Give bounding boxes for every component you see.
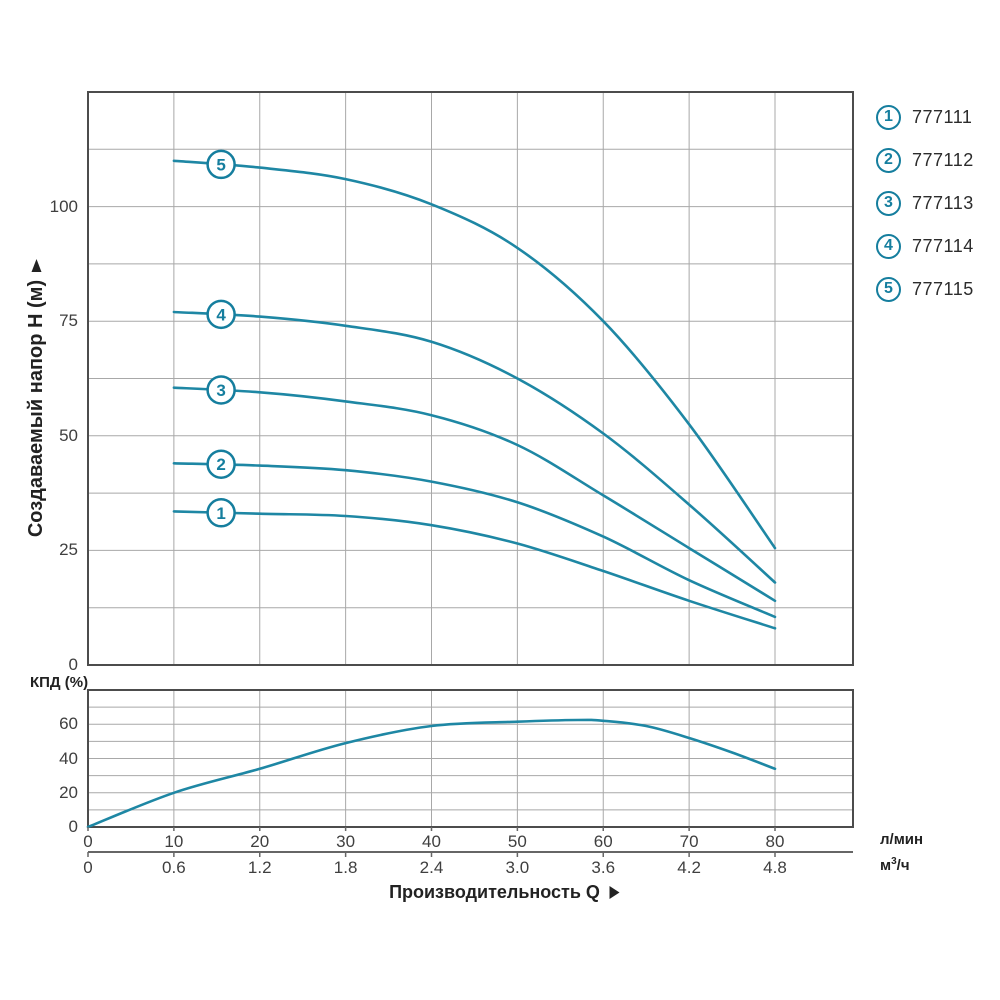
eff-chart-frame [87,689,854,828]
legend: 1 777111 2 777112 3 777113 4 777114 5 77… [876,102,974,317]
legend-item: 2 777112 [876,145,974,175]
head-y-tick-0: 0 [68,655,78,674]
legend-item: 4 777114 [876,231,974,261]
lmin-tick-80: 80 [765,832,785,851]
right-arrow-icon [609,886,620,899]
flow-unit-m3h: м3/ч [880,856,910,874]
legend-model-777115: 777115 [912,278,974,299]
curve-badge-1 [206,498,236,528]
head-chart-frame [87,91,854,666]
curve-badge-2 [206,449,236,479]
curve-777114 [172,310,777,584]
curve-badge-5 [206,149,236,180]
lmin-tick-60: 60 [593,832,613,851]
curve-badge-number-5: 5 [216,155,225,174]
lmin-tick-40: 40 [422,832,441,851]
legend-badge-2: 2 [876,147,901,173]
up-arrow-icon [31,258,41,272]
curve-777111 [172,510,777,630]
curve-777113 [172,386,777,603]
curve-777115 [172,159,777,550]
legend-badge-5: 5 [876,276,901,302]
head-y-tick-75: 75 [59,311,78,331]
legend-badge-1: 1 [876,104,901,130]
efficiency-axis-label: КПД (%) [30,674,89,691]
lmin-tick-0: 0 [83,832,93,851]
legend-model-777111: 777111 [912,106,973,127]
curve-badge-number-3: 3 [216,381,225,400]
m3h-tick-3.6: 3.6 [591,858,616,877]
curve-badge-number-1: 1 [216,504,225,523]
lmin-tick-70: 70 [679,832,699,851]
curve-badge-3 [206,375,236,405]
lmin-tick-20: 20 [250,832,270,851]
head-y-tick-100: 100 [49,196,78,216]
eff-y-tick-40: 40 [59,748,78,768]
y-axis-title-group: Создаваемый напор H (м) [22,218,50,578]
lmin-tick-10: 10 [164,832,184,851]
m3h-tick-1.8: 1.8 [333,858,358,877]
m3h-tick-0: 0 [83,858,93,877]
m3h-tick-0.6: 0.6 [162,858,186,877]
legend-item: 1 777111 [876,102,974,132]
lmin-tick-50: 50 [507,832,527,851]
curve-badge-number-2: 2 [216,455,225,474]
legend-model-777112: 777112 [912,149,974,170]
curve-badge-4 [206,299,236,330]
x-axis-title-group: Производительность Q [0,882,1000,903]
curve-777112 [172,462,777,619]
legend-item: 5 777115 [876,274,974,304]
m3h-tick-3.0: 3.0 [505,858,530,877]
eff-y-tick-0: 0 [68,817,78,836]
legend-model-777113: 777113 [912,192,974,213]
m3h-tick-1.2: 1.2 [247,858,272,877]
m3h-tick-2.4: 2.4 [419,858,444,877]
curve-badge-number-4: 4 [216,305,226,324]
legend-badge-4: 4 [876,233,901,259]
m3h-tick-4.8: 4.8 [763,858,787,877]
m3h-tick-4.2: 4.2 [677,858,701,877]
eff-y-tick-60: 60 [59,714,78,734]
head-y-tick-25: 25 [59,540,78,560]
x-axis-title: Производительность Q [389,882,600,902]
head-y-tick-50: 50 [59,425,78,445]
eff-y-tick-20: 20 [59,782,78,802]
legend-badge-3: 3 [876,190,901,216]
efficiency-curve [86,718,777,829]
flow-unit-lmin: л/мин [880,831,924,848]
lmin-tick-30: 30 [336,832,356,851]
legend-item: 3 777113 [876,188,974,218]
legend-model-777114: 777114 [912,235,974,256]
